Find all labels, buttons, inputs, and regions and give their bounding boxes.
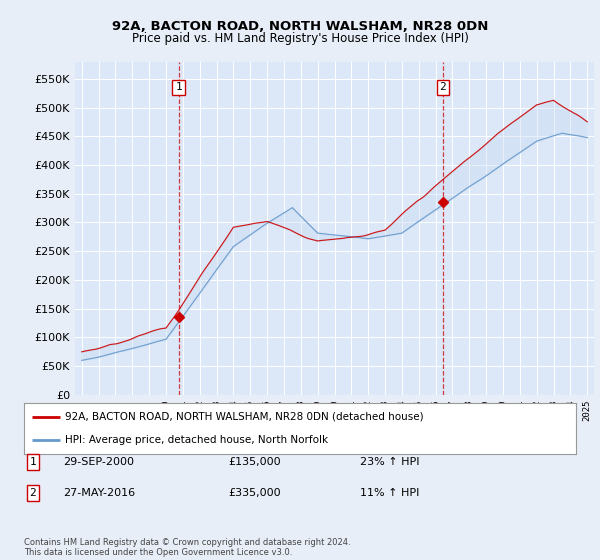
Text: 11% ↑ HPI: 11% ↑ HPI [360,488,419,498]
Text: 2: 2 [29,488,37,498]
Text: 27-MAY-2016: 27-MAY-2016 [63,488,135,498]
Text: 29-SEP-2000: 29-SEP-2000 [63,457,134,467]
Text: 1: 1 [175,82,182,92]
Text: £135,000: £135,000 [228,457,281,467]
Text: Contains HM Land Registry data © Crown copyright and database right 2024.
This d: Contains HM Land Registry data © Crown c… [24,538,350,557]
Text: Price paid vs. HM Land Registry's House Price Index (HPI): Price paid vs. HM Land Registry's House … [131,32,469,45]
Text: HPI: Average price, detached house, North Norfolk: HPI: Average price, detached house, Nort… [65,435,329,445]
Text: 1: 1 [29,457,37,467]
Text: 2: 2 [439,82,446,92]
Text: 23% ↑ HPI: 23% ↑ HPI [360,457,419,467]
Text: 92A, BACTON ROAD, NORTH WALSHAM, NR28 0DN: 92A, BACTON ROAD, NORTH WALSHAM, NR28 0D… [112,20,488,32]
Text: £335,000: £335,000 [228,488,281,498]
Text: 92A, BACTON ROAD, NORTH WALSHAM, NR28 0DN (detached house): 92A, BACTON ROAD, NORTH WALSHAM, NR28 0D… [65,412,424,422]
